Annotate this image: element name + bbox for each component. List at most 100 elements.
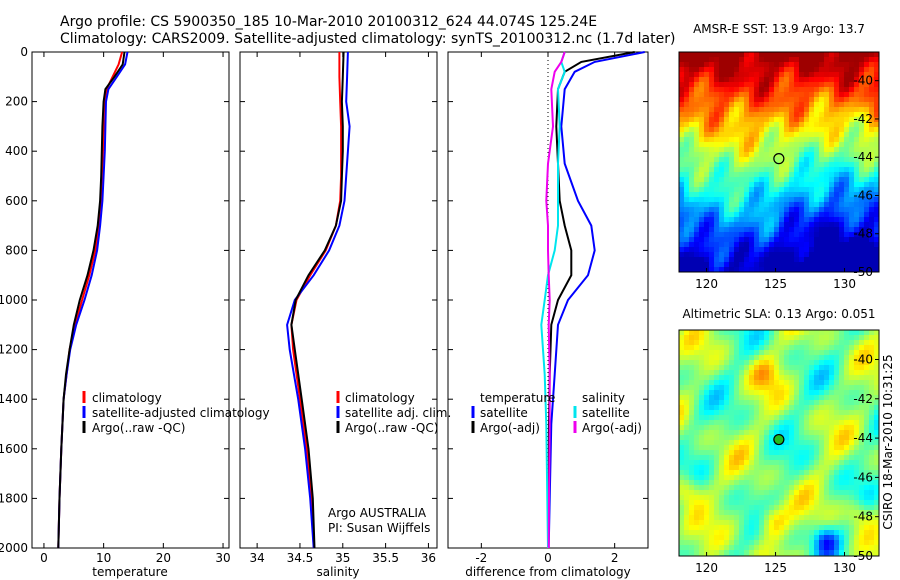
heatmap-cell	[684, 335, 690, 341]
heatmap-cell	[679, 222, 685, 228]
heatmap-cell	[859, 375, 865, 381]
heatmap-cell	[684, 197, 690, 203]
heatmap-cell	[834, 202, 840, 208]
heatmap-cell	[774, 82, 780, 88]
heatmap-cell	[809, 480, 815, 486]
heatmap-cell	[764, 355, 770, 361]
heatmap-cell	[774, 535, 780, 541]
heatmap-cell	[694, 227, 700, 233]
heatmap-cell	[784, 515, 790, 521]
heatmap-cell	[684, 415, 690, 421]
heatmap-cell	[714, 147, 720, 153]
heatmap-cell	[724, 122, 730, 128]
heatmap-cell	[854, 520, 860, 526]
heatmap-cell	[859, 242, 865, 248]
heatmap-cell	[829, 212, 835, 218]
heatmap-cell	[789, 207, 795, 213]
heatmap-cell	[764, 330, 770, 336]
heatmap-cell	[814, 227, 820, 233]
heatmap-cell	[769, 197, 775, 203]
heatmap-cell	[779, 187, 785, 193]
heatmap-cell	[769, 475, 775, 481]
heatmap-cell	[859, 167, 865, 173]
heatmap-cell	[844, 465, 850, 471]
heatmap-cell	[764, 455, 770, 461]
heatmap-cell	[854, 525, 860, 531]
heatmap-cell	[779, 157, 785, 163]
heatmap-cell	[769, 252, 775, 258]
heatmap-cell	[864, 227, 870, 233]
heatmap-cell	[809, 430, 815, 436]
heatmap-cell	[754, 355, 760, 361]
heatmap-cell	[874, 450, 879, 456]
heatmap-cell	[784, 470, 790, 476]
heatmap-cell	[759, 530, 765, 536]
heatmap-cell	[869, 152, 875, 158]
heatmap-cell	[854, 97, 860, 103]
heatmap-cell	[754, 395, 760, 401]
heatmap-cell	[734, 117, 740, 123]
heatmap-cell	[844, 335, 850, 341]
heatmap-cell	[679, 267, 685, 272]
heatmap-cell	[714, 232, 720, 238]
heatmap-cell	[844, 117, 850, 123]
heatmap-cell	[719, 360, 725, 366]
heatmap-cell	[709, 267, 715, 272]
heatmap-cell	[769, 545, 775, 551]
heatmap-cell	[864, 257, 870, 263]
heatmap-cell	[814, 530, 820, 536]
heatmap-cell	[854, 375, 860, 381]
heatmap-cell	[799, 435, 805, 441]
heatmap-cell	[849, 207, 855, 213]
heatmap-cell	[754, 480, 760, 486]
heatmap-cell	[774, 207, 780, 213]
heatmap-cell	[864, 172, 870, 178]
heatmap-cell	[779, 252, 785, 258]
heatmap-cell	[839, 390, 845, 396]
heatmap-cell	[784, 440, 790, 446]
heatmap-cell	[709, 197, 715, 203]
heatmap-cell	[729, 470, 735, 476]
heatmap-cell	[839, 57, 845, 63]
heatmap-cell	[689, 345, 695, 351]
heatmap-cell	[739, 495, 745, 501]
heatmap-cell	[849, 550, 855, 556]
heatmap-cell	[774, 350, 780, 356]
heatmap-cell	[829, 405, 835, 411]
heatmap-cell	[784, 102, 790, 108]
heatmap-cell	[694, 370, 700, 376]
heatmap-cell	[759, 77, 765, 83]
heatmap-cell	[869, 237, 875, 243]
heatmap-cell	[799, 257, 805, 263]
heatmap-cell	[774, 162, 780, 168]
heatmap-cell	[764, 500, 770, 506]
heatmap-cell	[719, 525, 725, 531]
heatmap-cell	[764, 380, 770, 386]
heatmap-cell	[869, 375, 875, 381]
heatmap-cell	[779, 470, 785, 476]
heatmap-cell	[779, 370, 785, 376]
heatmap-cell	[869, 77, 875, 83]
heatmap-cell	[869, 425, 875, 431]
heatmap-cell	[779, 400, 785, 406]
heatmap-cell	[724, 545, 730, 551]
heatmap-cell	[739, 415, 745, 421]
heatmap-cell	[719, 440, 725, 446]
heatmap-cell	[809, 475, 815, 481]
heatmap-cell	[724, 67, 730, 73]
heatmap-cell	[779, 335, 785, 341]
heatmap-cell	[784, 450, 790, 456]
heatmap-cell	[709, 335, 715, 341]
heatmap-cell	[689, 390, 695, 396]
heatmap-cell	[699, 465, 705, 471]
heatmap-cell	[814, 470, 820, 476]
heatmap-cell	[869, 370, 875, 376]
heatmap-cell	[754, 445, 760, 451]
heatmap-cell	[839, 247, 845, 253]
heatmap-cell	[739, 117, 745, 123]
heatmap-cell	[874, 490, 879, 496]
heatmap-cell	[824, 375, 830, 381]
heatmap-cell	[844, 535, 850, 541]
heatmap-cell	[849, 500, 855, 506]
heatmap-cell	[689, 510, 695, 516]
